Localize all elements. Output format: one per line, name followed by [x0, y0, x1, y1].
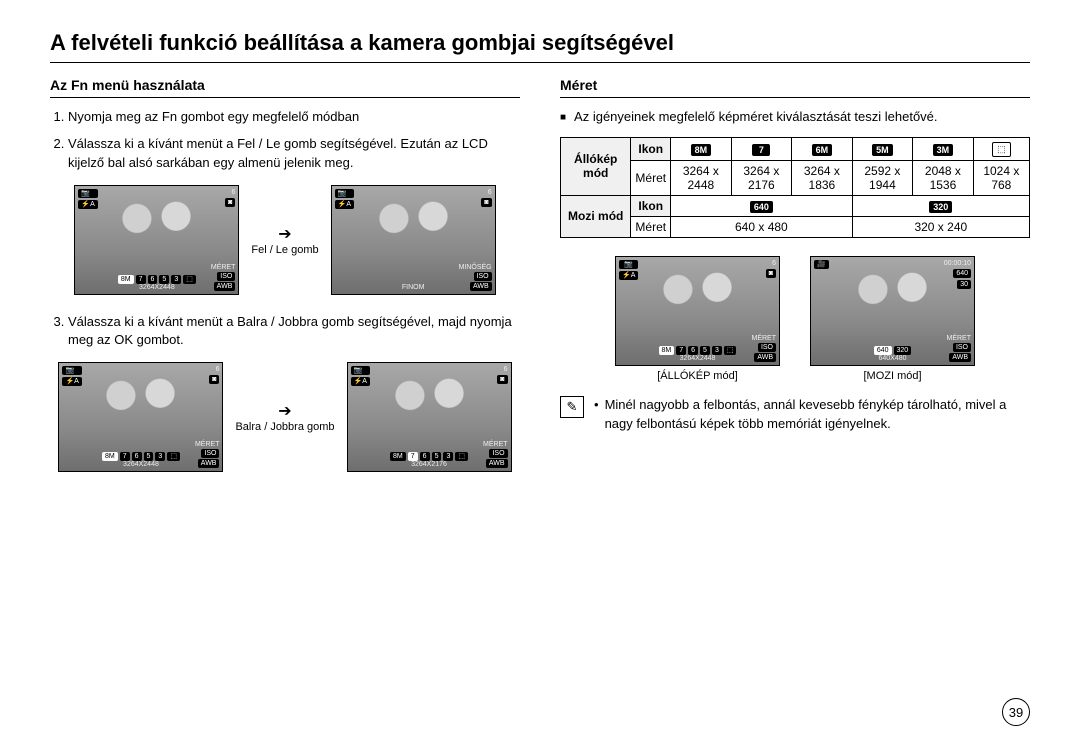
note-text: Minél nagyobb a felbontás, annál keveseb… — [594, 396, 1030, 434]
intro-text: Az igényeinek megfelelő képméret kiválas… — [560, 108, 1030, 127]
arrow-right-icon: ➔ — [235, 401, 334, 421]
mode2-header: Mozi mód — [561, 195, 631, 237]
size-cell: 3264 x 1836 — [792, 160, 853, 195]
icon-cell: 7 — [731, 137, 792, 160]
mode-preview-row: 📷⚡A 6◙ MÉRET ISOAWB 8M7653⬚ 3264X2448 — [560, 256, 1030, 382]
page-number: 39 — [1002, 698, 1030, 726]
movie-mode-caption: [MOZI mód] — [810, 370, 975, 382]
between-arrow-1: ➔ Fel / Le gomb — [251, 224, 318, 256]
lcd-screenshot-2: 📷⚡A 6◙ MINŐSÉG ISO AWB FINOM — [331, 185, 496, 295]
lcd-screenshot-4: 📷⚡A 6◙ MÉRET ISO AWB 8M 7 6 5 3 — [347, 362, 512, 472]
step-2: Válassza ki a kívánt menüt a Fel / Le go… — [68, 135, 520, 173]
size-cell: 2048 x 1536 — [913, 160, 974, 195]
arrow-right-icon: ➔ — [251, 224, 318, 244]
icon-cell: ⬚ — [973, 137, 1029, 160]
between-arrow-2: ➔ Balra / Jobbra gomb — [235, 401, 334, 433]
right-column: Méret Az igényeinek megfelelő képméret k… — [560, 77, 1030, 490]
size-cell: 3264 x 2448 — [671, 160, 732, 195]
step-3: Válassza ki a kívánt menüt a Balra / Job… — [68, 313, 520, 351]
size-table: Állókép mód Ikon 8M 7 6M 5M 3M ⬚ Méret 3… — [560, 137, 1030, 238]
note-row: ✎ Minél nagyobb a felbontás, annál keves… — [560, 396, 1030, 434]
size-cell: 320 x 240 — [852, 216, 1029, 237]
lcd-screenshot-3: 📷⚡A 6◙ MÉRET ISO AWB 8M 7 6 5 3 — [58, 362, 223, 472]
size-label: Méret — [631, 160, 671, 195]
lcd-row-2: 📷⚡A 6◙ MÉRET ISO AWB 8M 7 6 5 3 — [50, 362, 520, 472]
steps-list: Nyomja meg az Fn gombot egy megfelelő mó… — [50, 108, 520, 173]
note-icon: ✎ — [560, 396, 584, 418]
size-cell: 2592 x 1944 — [852, 160, 913, 195]
size-cell: 3264 x 2176 — [731, 160, 792, 195]
lcd-still-mode: 📷⚡A 6◙ MÉRET ISOAWB 8M7653⬚ 3264X2448 — [615, 256, 780, 366]
size-cell: 1024 x 768 — [973, 160, 1029, 195]
icon-cell: 6M — [792, 137, 853, 160]
icon-cell: 3M — [913, 137, 974, 160]
mode1-header: Állókép mód — [561, 137, 631, 195]
icon-cell: 5M — [852, 137, 913, 160]
page-title: A felvételi funkció beállítása a kamera … — [50, 30, 1030, 63]
icon-label: Ikon — [631, 137, 671, 160]
lcd-screenshot-1: 📷⚡A 6◙ MÉRET ISO AWB 8M 7 6 5 3 — [74, 185, 239, 295]
section-header-size: Méret — [560, 77, 1030, 98]
size-cell: 640 x 480 — [671, 216, 853, 237]
left-column: Az Fn menü használata Nyomja meg az Fn g… — [50, 77, 520, 490]
icon-cell: 640 — [671, 195, 853, 216]
size-label: Méret — [631, 216, 671, 237]
still-mode-caption: [ÁLLÓKÉP mód] — [615, 370, 780, 382]
icon-cell: 8M — [671, 137, 732, 160]
icon-cell: 320 — [852, 195, 1029, 216]
lcd-row-1: 📷⚡A 6◙ MÉRET ISO AWB 8M 7 6 5 3 — [50, 185, 520, 295]
steps-list-cont: Válassza ki a kívánt menüt a Balra / Job… — [50, 313, 520, 351]
lcd-movie-mode: 🎥 00:00:1064030 MÉRET ISOAWB 640 320 640… — [810, 256, 975, 366]
icon-label: Ikon — [631, 195, 671, 216]
step-1: Nyomja meg az Fn gombot egy megfelelő mó… — [68, 108, 520, 127]
section-header-fn: Az Fn menü használata — [50, 77, 520, 98]
